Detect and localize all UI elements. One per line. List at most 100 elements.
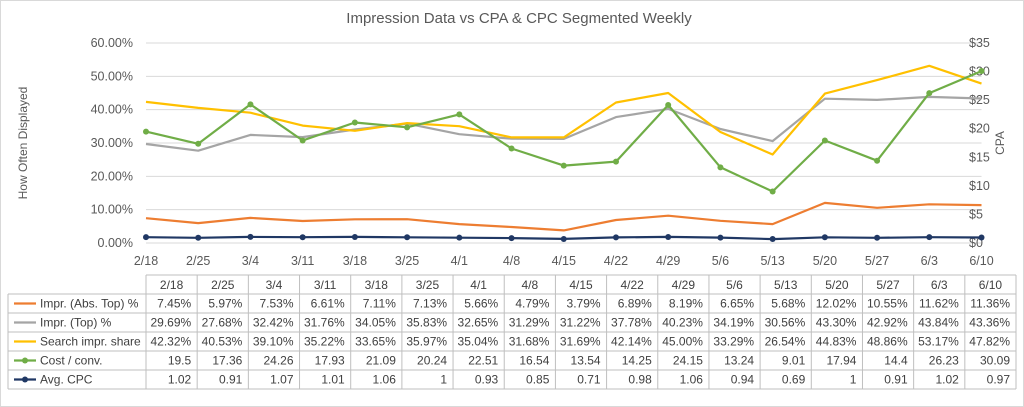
- series-point-4: [508, 235, 515, 242]
- table-cell: 1.06: [373, 373, 397, 387]
- table-cell: 7.11%: [363, 297, 396, 311]
- table-header-cell: 2/25: [211, 278, 235, 292]
- table-cell: 0.93: [475, 373, 499, 387]
- chart-title: Impression Data vs CPA & CPC Segmented W…: [346, 10, 692, 27]
- table-cell: 31.69%: [560, 335, 601, 349]
- table-cell: 16.54: [519, 354, 549, 368]
- series-point-3: [143, 128, 149, 135]
- series-point-4: [874, 234, 881, 241]
- table-cell: 13.24: [724, 354, 754, 368]
- table-cell: 7.53%: [259, 297, 293, 311]
- x-tick-label: 4/22: [604, 254, 628, 268]
- table-cell: 0.85: [526, 373, 550, 387]
- series-point-3: [404, 124, 411, 131]
- table-cell: 42.32%: [150, 335, 191, 349]
- table-cell: 8.19%: [669, 297, 703, 311]
- table-cell: 7.45%: [157, 297, 191, 311]
- table-cell: 0.91: [219, 373, 243, 387]
- legend-label-1: Impr. (Top) %: [40, 316, 112, 330]
- x-tick-label: 4/29: [656, 254, 680, 268]
- series-point-3: [926, 90, 933, 97]
- y2-axis-label: CPA: [993, 131, 1007, 155]
- x-tick-label: 3/4: [242, 254, 259, 268]
- series-point-4: [560, 235, 567, 242]
- legend-label-2: Search impr. share: [40, 335, 141, 349]
- table-header-cell: 5/13: [774, 278, 798, 292]
- table-cell: 43.30%: [816, 316, 857, 330]
- legend-label-0: Impr. (Abs. Top) %: [40, 297, 139, 311]
- table-cell: 11.36%: [970, 297, 1010, 311]
- x-tick-label: 4/8: [503, 254, 520, 268]
- table-cell: 42.14%: [611, 335, 652, 349]
- table-cell: 17.93: [315, 354, 345, 368]
- x-tick-label: 5/27: [865, 254, 889, 268]
- table-cell: 5.68%: [771, 297, 805, 311]
- y2-tick-label: $5: [969, 207, 983, 221]
- x-tick-label: 4/1: [451, 254, 468, 268]
- table-cell: 35.04%: [458, 335, 499, 349]
- legend-label-3: Cost / conv.: [40, 354, 102, 368]
- table-cell: 43.84%: [918, 316, 959, 330]
- series-point-4: [821, 234, 828, 241]
- table-header-cell: 3/25: [416, 278, 440, 292]
- y-tick-label: 10.00%: [91, 203, 133, 217]
- table-header-cell: 2/18: [160, 278, 184, 292]
- table-cell: 3.79%: [567, 297, 601, 311]
- x-tick-label: 6/10: [969, 254, 993, 268]
- x-tick-label: 6/3: [921, 254, 938, 268]
- y2-tick-label: $20: [969, 122, 990, 136]
- y2-tick-label: $15: [969, 150, 990, 164]
- series-line-2: [145, 64, 982, 156]
- table-cell: 7.13%: [413, 297, 447, 311]
- table-header-cell: 3/11: [314, 278, 337, 292]
- table-cell: 32.42%: [253, 316, 294, 330]
- table-cell: 20.24: [417, 354, 447, 368]
- table-cell: 26.23: [929, 354, 959, 368]
- y-tick-label: 0.00%: [98, 236, 133, 250]
- series-point-4: [404, 234, 411, 241]
- series-point-3: [299, 137, 306, 144]
- table-cell: 4.79%: [515, 297, 549, 311]
- table-cell: 0.71: [577, 373, 601, 387]
- y-axis-label: How Often Displayed: [16, 87, 30, 200]
- series-point-3: [665, 102, 672, 108]
- series-point-3: [821, 137, 828, 144]
- table-cell: 40.53%: [202, 335, 243, 349]
- series-point-3: [247, 101, 254, 108]
- table-header-cell: 3/4: [266, 278, 283, 292]
- table-cell: 47.82%: [969, 335, 1010, 349]
- table-cell: 1.02: [168, 373, 192, 387]
- table-header-cell: 3/18: [365, 278, 389, 292]
- series-point-4: [717, 234, 724, 241]
- table-header-cell: 4/1: [470, 278, 487, 292]
- table-cell: 13.54: [571, 354, 601, 368]
- table-cell: 43.36%: [969, 316, 1010, 330]
- table-header-cell: 6/10: [979, 278, 1003, 292]
- table-cell: 34.19%: [713, 316, 754, 330]
- series-point-3: [195, 140, 202, 147]
- table-cell: 31.22%: [560, 316, 601, 330]
- y2-tick-label: $25: [969, 93, 990, 107]
- table-cell: 0.98: [628, 373, 652, 387]
- table-header-cell: 4/29: [672, 278, 696, 292]
- series-point-4: [195, 234, 202, 241]
- series-line-1: [145, 95, 982, 152]
- table-cell: 48.86%: [867, 335, 908, 349]
- table-cell: 31.68%: [509, 335, 550, 349]
- y-tick-label: 60.00%: [91, 36, 133, 50]
- series-point-4: [978, 234, 985, 241]
- table-cell: 17.94: [826, 354, 856, 368]
- series-point-4: [769, 236, 776, 243]
- series-point-3: [612, 158, 619, 165]
- table-cell: 27.68%: [202, 316, 243, 330]
- table-cell: 12.02%: [816, 297, 857, 311]
- table-cell: 9.01: [782, 354, 806, 368]
- table-cell: 37.78%: [611, 316, 652, 330]
- table-header-cell: 6/3: [931, 278, 948, 292]
- y-tick-label: 50.00%: [91, 69, 133, 83]
- series-point-4: [351, 233, 358, 240]
- x-tick-label: 5/13: [760, 254, 784, 268]
- table-cell: 34.05%: [355, 316, 396, 330]
- table-cell: 1.02: [935, 373, 959, 387]
